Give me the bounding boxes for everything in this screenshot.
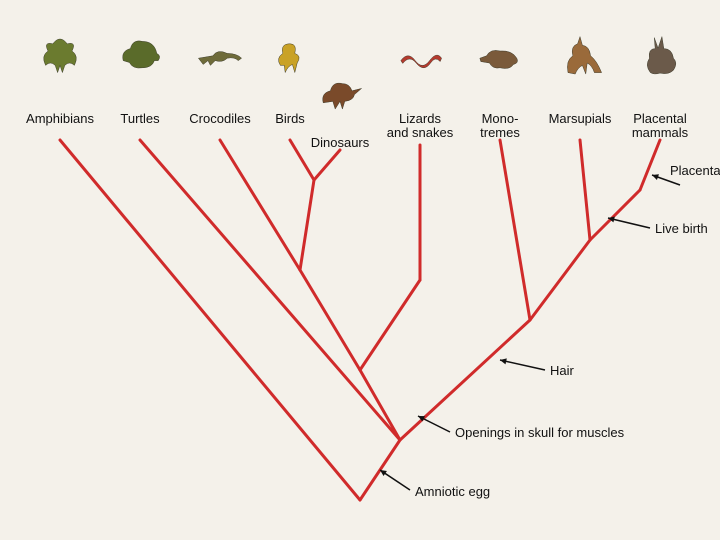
kangaroo-icon (556, 32, 604, 75)
taxon-label-lizards: Lizardsand snakes (375, 112, 465, 139)
trait-arrow-line (500, 360, 545, 370)
tree-edge (530, 240, 590, 320)
rabbit-icon (636, 32, 684, 75)
tree-edge (220, 140, 300, 270)
taxon-label-turtles: Turtles (95, 112, 185, 126)
trait-label-amniotic_egg: Amniotic egg (415, 484, 490, 499)
trait-label-placenta: Placenta (670, 163, 720, 178)
tree-edge (300, 270, 360, 370)
taxon-label-marsupials: Marsupials (535, 112, 625, 126)
platypus-icon (476, 32, 524, 75)
trait-arrow-head (652, 174, 659, 180)
tree-edge (360, 370, 400, 440)
turtle-icon (116, 32, 164, 75)
tree-edge (314, 150, 340, 180)
taxon-label-placentals: Placentalmammals (615, 112, 705, 139)
croc-icon (196, 32, 244, 75)
bird-icon (266, 32, 314, 75)
tree-edge (590, 190, 640, 240)
tree-edge (580, 140, 590, 240)
taxon-label-dinosaurs: Dinosaurs (295, 136, 385, 150)
tree-edge (400, 320, 530, 440)
trait-label-skull_open: Openings in skull for muscles (455, 425, 624, 440)
tree-edge (640, 140, 660, 190)
snake-icon (396, 32, 444, 75)
taxon-label-amphibians: Amphibians (15, 112, 105, 126)
taxon-label-birds: Birds (245, 112, 335, 126)
tree-edge (360, 280, 420, 370)
tree-edge (60, 140, 360, 500)
tree-edge (500, 140, 530, 320)
cladogram-diagram: Amniotic egg Openings in skull for muscle… (0, 0, 720, 540)
trait-label-live_birth: Live birth (655, 221, 708, 236)
trait-arrow-head (380, 470, 387, 476)
tree-edge (300, 180, 314, 270)
frog-icon (36, 32, 84, 75)
trait-arrow-line (608, 218, 650, 228)
taxon-label-monotremes: Mono-tremes (455, 112, 545, 139)
tree-edge (140, 140, 400, 440)
trait-arrow-head (500, 358, 507, 364)
dino-icon (316, 67, 364, 110)
trait-label-hair: Hair (550, 363, 574, 378)
